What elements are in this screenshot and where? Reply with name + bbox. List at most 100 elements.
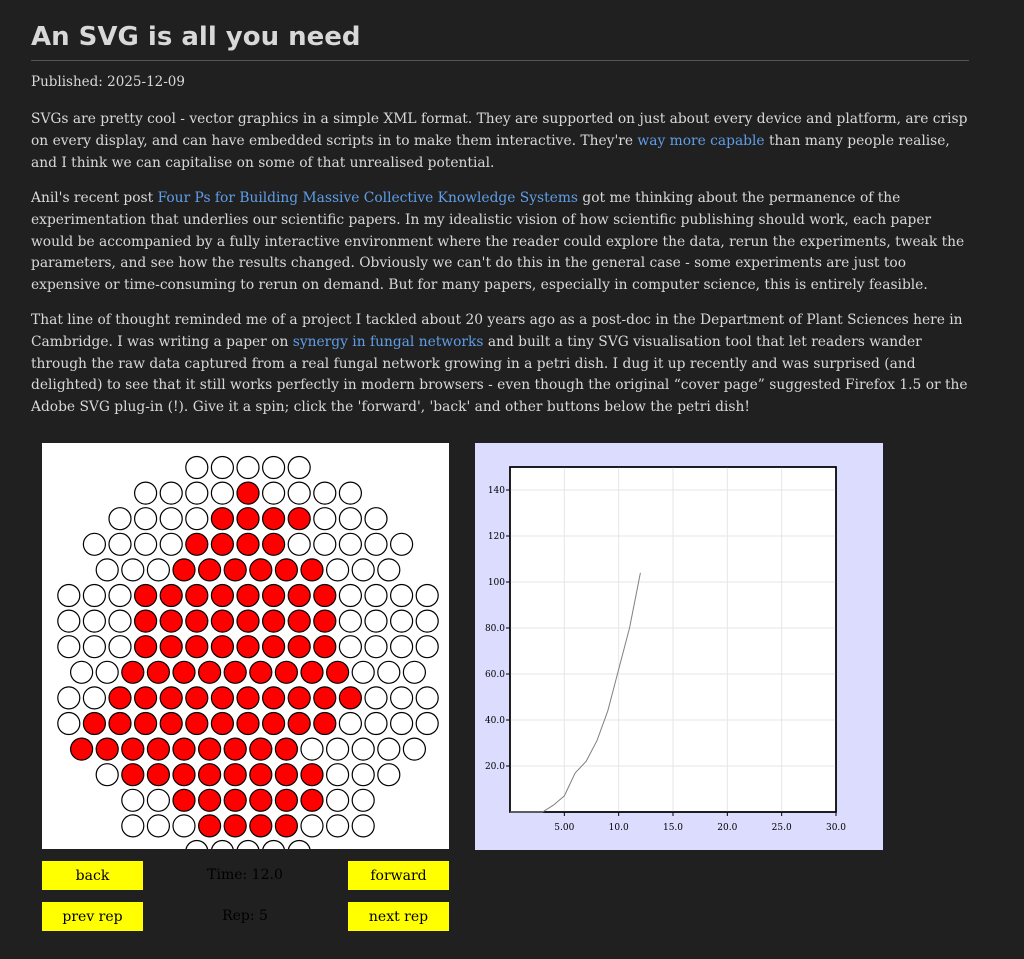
petri-cell-filled <box>249 737 273 761</box>
paragraph-text: SVGs are pretty cool - vector graphics i… <box>31 111 968 149</box>
petri-cell-empty <box>390 635 414 659</box>
petri-cell-empty <box>364 686 388 710</box>
petri-cell-empty <box>146 788 171 812</box>
petri-cell-filled <box>172 737 196 761</box>
petri-cell-empty <box>326 558 350 582</box>
petri-cell-empty <box>351 737 375 761</box>
petri-cell-filled <box>236 686 260 710</box>
petri-cell-filled <box>287 609 311 633</box>
petri-cell-filled <box>69 737 94 761</box>
petri-cell-filled <box>313 583 337 608</box>
petri-cell-filled <box>198 737 222 761</box>
link-four-ps[interactable]: Four Ps for Building Massive Collective … <box>157 190 578 206</box>
petri-dish-panel <box>42 443 449 849</box>
petri-cell-empty <box>377 558 401 582</box>
back-button[interactable]: back <box>42 861 143 890</box>
petri-cell-empty <box>57 711 81 736</box>
petri-cell-empty <box>146 558 171 582</box>
petri-cell-empty <box>262 481 286 505</box>
petri-cell-filled <box>185 583 209 608</box>
petri-cell-filled <box>274 558 298 582</box>
petri-cell-empty <box>82 583 107 608</box>
petri-cell-filled <box>185 609 209 633</box>
paragraph-text: and built a tiny SVG visualisation tool … <box>31 333 968 416</box>
petri-cell-filled <box>236 711 260 736</box>
x-tick-label: 10.0 <box>609 823 629 833</box>
petri-cell-filled <box>274 763 298 787</box>
petri-cell-filled <box>300 558 324 582</box>
petri-cell-empty <box>57 609 81 633</box>
x-tick-label: 15.0 <box>663 823 683 833</box>
petri-cell-empty <box>133 507 158 531</box>
link-way-more-capable[interactable]: way more capable <box>637 132 765 149</box>
y-tick-label: 60.0 <box>485 670 505 680</box>
petri-cell-empty <box>159 481 183 505</box>
petri-cell-empty <box>82 686 107 710</box>
petri-cell-empty <box>185 507 209 531</box>
petri-cell-filled <box>262 635 286 659</box>
prev-rep-button[interactable]: prev rep <box>42 902 143 931</box>
petri-cell-filled <box>287 583 311 608</box>
petri-cell-filled <box>146 737 171 761</box>
petri-cell-empty <box>57 583 81 608</box>
x-tick-label: 20.0 <box>717 823 737 833</box>
petri-cell-filled <box>313 686 337 710</box>
petri-cell-empty <box>338 532 362 556</box>
next-rep-button[interactable]: next rep <box>348 902 449 931</box>
petri-cell-empty <box>390 609 414 633</box>
petri-cell-filled <box>210 635 234 659</box>
petri-cell-empty <box>415 711 439 736</box>
petri-cell-empty <box>95 763 119 787</box>
link-fungal-networks[interactable]: synergy in fungal networks <box>292 333 484 350</box>
petri-cell-filled <box>159 711 183 736</box>
petri-cell-empty <box>313 532 337 556</box>
petri-cell-empty <box>108 507 132 531</box>
petri-cell-filled <box>172 763 196 787</box>
petri-cell-empty <box>121 814 145 838</box>
petri-cell-filled <box>313 635 337 659</box>
petri-cell-filled <box>198 788 222 812</box>
y-tick-label: 80.0 <box>485 624 505 634</box>
petri-cell-empty <box>287 455 311 480</box>
petri-cell-filled <box>249 814 273 838</box>
paragraph-intro: SVGs are pretty cool - vector graphics i… <box>31 109 973 174</box>
petri-cell-empty <box>121 788 145 812</box>
petri-cell-filled <box>121 763 145 787</box>
plot-frame <box>509 466 837 813</box>
petri-cell-empty <box>236 455 260 480</box>
petri-cell-empty <box>364 635 388 659</box>
petri-cell-empty <box>95 660 119 684</box>
petri-cell-empty <box>108 532 132 556</box>
petri-cell-filled <box>108 711 132 736</box>
petri-cell-empty <box>287 839 311 849</box>
petri-cell-empty <box>313 507 337 531</box>
petri-cell-empty <box>351 814 375 838</box>
petri-cell-empty <box>338 507 362 531</box>
petri-cell-filled <box>185 532 209 556</box>
petri-cell-filled <box>262 686 286 710</box>
petri-cell-empty <box>338 711 362 736</box>
petri-cell-filled <box>313 609 337 633</box>
forward-button[interactable]: forward <box>348 861 449 890</box>
petri-cell-filled <box>274 788 298 812</box>
paragraph-fungal: That line of thought reminded me of a pr… <box>31 310 973 419</box>
petri-cell-filled <box>249 763 273 787</box>
petri-cell-filled <box>326 660 350 684</box>
petri-cell-empty <box>133 481 158 505</box>
petri-cell-empty <box>326 763 350 787</box>
petri-cell-empty <box>57 686 81 710</box>
petri-cell-filled <box>262 583 286 608</box>
petri-cell-filled <box>198 558 222 582</box>
petri-cell-empty <box>326 814 350 838</box>
petri-cell-filled <box>236 532 260 556</box>
petri-cell-filled <box>274 660 298 684</box>
y-tick-label: 40.0 <box>485 716 505 726</box>
petri-cell-filled <box>262 532 286 556</box>
petri-cell-empty <box>377 763 401 787</box>
petri-cell-empty <box>185 839 209 849</box>
petri-cell-filled <box>133 609 158 633</box>
petri-cell-filled <box>172 558 196 582</box>
growth-chart: 5.00 10.0 15.0 20.0 25.0 30.0 20.0 40.0 60.0 80.0… <box>485 466 846 833</box>
petri-cell-empty <box>159 532 183 556</box>
petri-cell-empty <box>185 481 209 505</box>
